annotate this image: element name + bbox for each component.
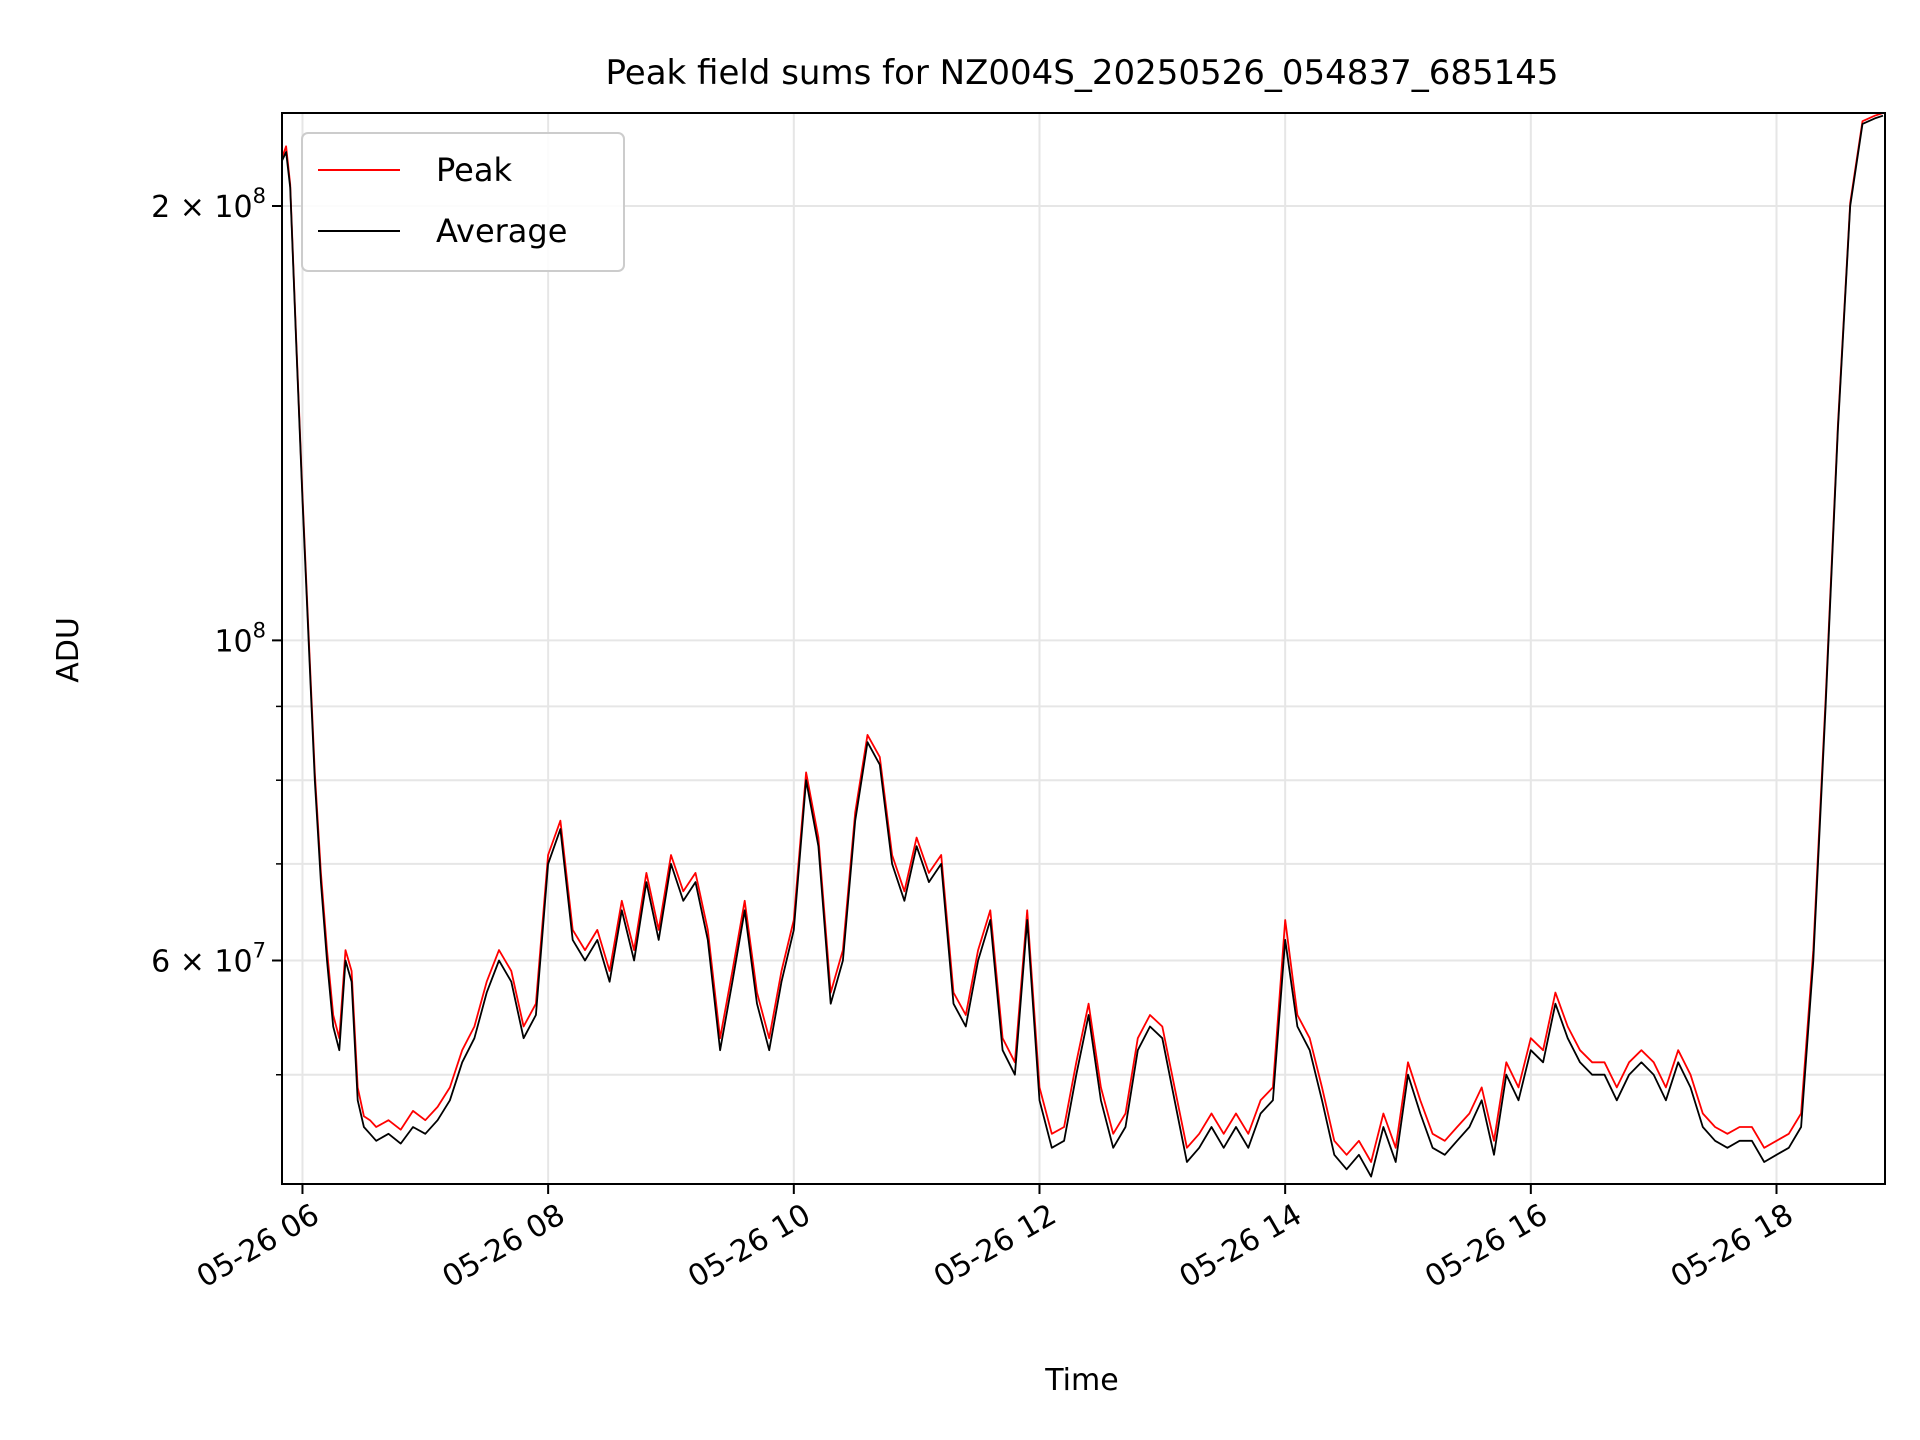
legend-average-label: Average — [436, 212, 567, 250]
y-tick-base: 10 — [214, 624, 252, 659]
plot-frame — [281, 112, 1886, 1185]
legend-box — [301, 132, 625, 272]
y-tick-label: 108 — [214, 618, 266, 659]
y-tick-label: 6 × 107 — [151, 938, 266, 979]
y-tick-exponent: 8 — [253, 618, 266, 642]
series-layer — [281, 112, 1884, 1178]
x-axis-label: Time — [1044, 1363, 1118, 1398]
y-tick-base: 6 × 10 — [151, 944, 252, 979]
series-line-average — [281, 114, 1884, 1178]
y-axis-label: ADU — [51, 617, 86, 683]
y-tick-exponent: 7 — [253, 938, 266, 962]
y-tick-label: 2 × 108 — [151, 184, 266, 225]
chart-title: Peak field sums for NZ004S_20250526_0548… — [605, 53, 1558, 93]
legend-peak-label: Peak — [436, 151, 512, 189]
y-tick-exponent: 8 — [253, 184, 266, 208]
legend: Peak Average — [301, 132, 625, 272]
y-tick-base: 2 × 10 — [151, 190, 252, 225]
